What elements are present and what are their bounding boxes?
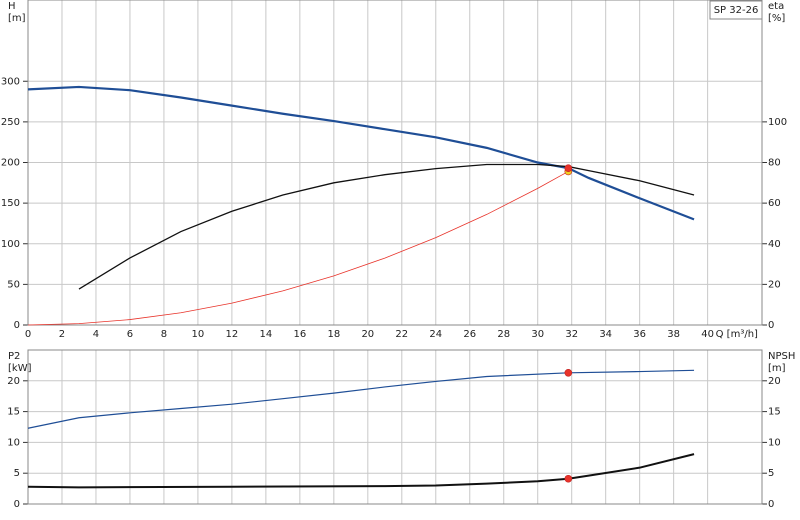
x-tick-label: 2: [59, 329, 65, 340]
x-tick-label: 10: [192, 329, 205, 340]
x-tick-label: 30: [531, 329, 544, 340]
x-tick-label: 26: [463, 329, 476, 340]
x-tick-label: 36: [633, 329, 646, 340]
x-tick-label: 8: [161, 329, 167, 340]
curve: [27, 85, 695, 221]
x-tick-label: 4: [93, 329, 99, 340]
y-tick-label: 20: [7, 376, 20, 387]
x-tick-label: 22: [395, 329, 408, 340]
y2-axis-label: eta: [768, 1, 784, 12]
x-tick-label: 32: [565, 329, 578, 340]
y2-tick-label: 10: [768, 437, 781, 448]
y-tick-label: 0: [14, 320, 20, 331]
y2-tick-label: 15: [768, 407, 781, 418]
x-tick-label: 0: [25, 329, 31, 340]
curve: [78, 163, 695, 290]
y-tick-label: 5: [14, 468, 20, 479]
y2-axis-label: NPSH: [768, 351, 795, 362]
y2-tick-label: 20: [768, 279, 781, 290]
y-tick-label: 150: [1, 198, 20, 209]
y-tick-label: 200: [1, 158, 20, 169]
plot-frame: [27, 0, 763, 326]
x-tick-label: 12: [226, 329, 239, 340]
y-tick-label: 300: [1, 76, 20, 87]
x-tick-label: 38: [667, 329, 680, 340]
y-tick-label: 100: [1, 239, 20, 250]
curve: [27, 453, 695, 489]
x-tick-label: 18: [327, 329, 340, 340]
y-axis-label: [kW]: [8, 363, 32, 374]
y-tick-label: 0: [14, 499, 20, 510]
y2-tick-label: 20: [768, 376, 781, 387]
title-box: [709, 0, 763, 20]
chart-title: SP 32-26: [714, 5, 759, 16]
x-tick-label: 20: [361, 329, 374, 340]
y-tick-label: 50: [7, 279, 20, 290]
duty-point: [564, 368, 573, 377]
x-tick-label: 24: [429, 329, 442, 340]
y-tick-label: 250: [1, 117, 20, 128]
x-tick-label: 14: [260, 329, 273, 340]
x-tick-label: 34: [599, 329, 612, 340]
y2-tick-label: 0: [768, 499, 774, 510]
y2-tick-label: 0: [768, 320, 774, 331]
y2-tick-label: 80: [768, 158, 781, 169]
x-tick-label: 40: [701, 329, 714, 340]
y2-axis-label: [%]: [768, 13, 785, 24]
curve: [27, 171, 569, 326]
y2-axis-label: [m]: [768, 363, 786, 374]
plot-frame: [27, 349, 763, 505]
y2-tick-label: 60: [768, 198, 781, 209]
y-axis-label: H: [8, 1, 16, 12]
y2-tick-label: 40: [768, 239, 781, 250]
curve: [27, 369, 695, 429]
x-tick-label: 6: [127, 329, 133, 340]
y-tick-label: 10: [7, 437, 20, 448]
x-tick-label: 16: [293, 329, 306, 340]
y2-tick-label: 100: [768, 117, 787, 128]
y-axis-label: P2: [8, 351, 20, 362]
x-axis-label: Q [m³/h]: [716, 329, 758, 340]
y2-tick-label: 5: [768, 468, 774, 479]
duty-point: [564, 164, 573, 172]
duty-point: [564, 474, 573, 483]
y-tick-label: 15: [7, 407, 20, 418]
y-axis-label: [m]: [8, 13, 26, 24]
x-tick-label: 28: [497, 329, 510, 340]
